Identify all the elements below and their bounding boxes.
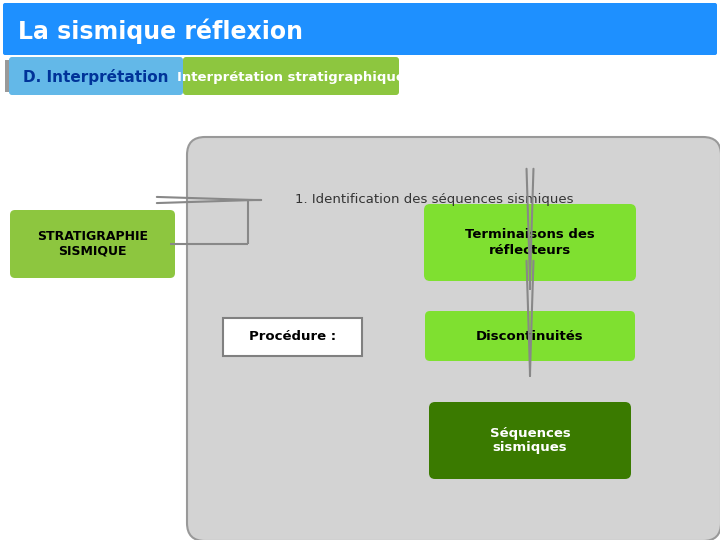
Text: Interprétation stratigraphique: Interprétation stratigraphique <box>177 71 405 84</box>
Text: Terminaisons des
réflecteurs: Terminaisons des réflecteurs <box>465 228 595 256</box>
FancyBboxPatch shape <box>187 137 720 540</box>
Text: 1. Identification des séquences sismiques: 1. Identification des séquences sismique… <box>295 193 574 206</box>
Text: STRATIGRAPHIE
SISMIQUE: STRATIGRAPHIE SISMIQUE <box>37 230 148 258</box>
FancyBboxPatch shape <box>9 57 183 95</box>
FancyBboxPatch shape <box>223 318 362 356</box>
Text: Séquences
sismiques: Séquences sismiques <box>490 427 570 455</box>
FancyBboxPatch shape <box>5 60 10 92</box>
FancyBboxPatch shape <box>10 210 175 278</box>
FancyBboxPatch shape <box>3 3 717 55</box>
FancyBboxPatch shape <box>424 204 636 281</box>
FancyBboxPatch shape <box>429 402 631 479</box>
FancyBboxPatch shape <box>425 311 635 361</box>
Text: La sismique réflexion: La sismique réflexion <box>18 18 303 44</box>
Text: D. Interprétation: D. Interprétation <box>23 69 168 85</box>
Text: Discontinuités: Discontinuités <box>476 329 584 342</box>
FancyBboxPatch shape <box>183 57 399 95</box>
Text: Procédure :: Procédure : <box>249 330 336 343</box>
